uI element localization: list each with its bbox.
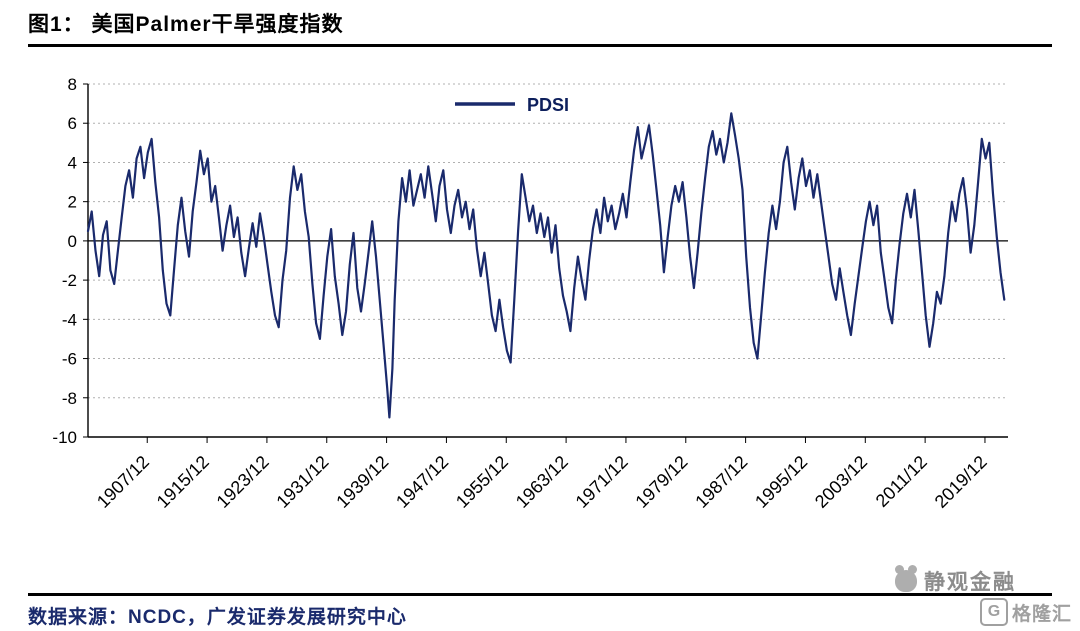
watermark-brand-text: 静观金融 (924, 571, 1016, 594)
y-tick-label: 8 (68, 75, 77, 94)
x-tick-label: 1971/12 (572, 452, 632, 512)
x-tick-label: 2019/12 (931, 452, 991, 512)
y-tick-label: 6 (68, 114, 77, 133)
x-tick-label: 1931/12 (272, 452, 332, 512)
y-tick-label: -2 (62, 271, 77, 290)
x-tick-label: 1995/12 (751, 452, 811, 512)
x-tick-label: 1955/12 (452, 452, 512, 512)
y-tick-label: -8 (62, 389, 77, 408)
legend-label: PDSI (527, 95, 569, 115)
x-tick-label: 1963/12 (512, 452, 572, 512)
pdsi-series-line (86, 112, 1006, 419)
y-tick-label: 2 (68, 193, 77, 212)
x-tick-label: 2003/12 (811, 452, 871, 512)
x-tick-label: 1939/12 (332, 452, 392, 512)
data-source-text: 数据来源：NCDC，广发证券发展研究中心 (28, 607, 407, 628)
y-tick-label: -6 (62, 350, 77, 369)
gelonghui-g-icon: G (979, 598, 1008, 626)
y-tick-label: -10 (52, 428, 77, 447)
jingguan-jinrong-logo-icon (895, 565, 917, 592)
footer-rule (28, 593, 1052, 596)
x-tick-label: 1915/12 (153, 452, 213, 512)
y-tick-label: 4 (68, 153, 77, 172)
x-tick-label: 1987/12 (691, 452, 751, 512)
watermark: 静观金融 (895, 565, 1016, 596)
x-tick-label: 1907/12 (93, 452, 153, 512)
x-tick-label: 1947/12 (392, 452, 452, 512)
gelonghui-logo: G 格隆汇 (979, 598, 1072, 626)
figure-title: 图1： 美国Palmer干旱强度指数 (28, 13, 344, 36)
y-tick-label: -4 (62, 310, 77, 329)
y-tick-label: 0 (68, 232, 77, 251)
x-tick-label: 2011/12 (872, 452, 931, 511)
x-tick-label: 1979/12 (631, 452, 691, 512)
title-underline-rule (28, 44, 1052, 47)
x-tick-label: 1923/12 (213, 452, 273, 512)
gelonghui-logo-text: 格隆汇 (1011, 603, 1072, 625)
